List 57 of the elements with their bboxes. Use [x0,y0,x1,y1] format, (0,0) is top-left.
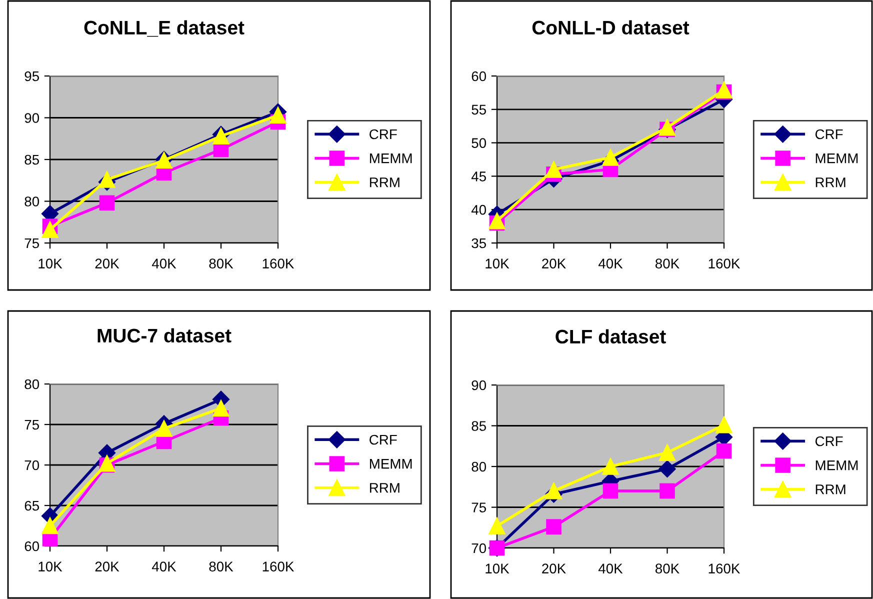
y-tick-label: 75 [24,420,40,430]
y-tick-label: 45 [471,172,486,182]
x-tick-label: 10K [38,258,62,268]
x-tick-label: 20K [542,258,566,268]
y-tick-label: 50 [472,138,486,148]
chart-title: CoNLL_E dataset [84,20,244,37]
x-tick-label: 10K [38,562,62,572]
y-tick-label: 60 [472,71,486,82]
y-tick-label: 95 [24,71,40,82]
x-tick-label: 160K [708,258,740,268]
y-tick-label: 85 [472,421,486,431]
chart-title: CoNLL-D dataset [532,20,690,35]
y-tick-label: 70 [24,460,40,470]
y-tick-label: 65 [24,500,40,511]
x-tick-label: 10K [486,258,510,268]
y-tick-label: 80 [472,462,486,472]
chart-title: CLF dataset [556,329,666,344]
y-tick-label: 40 [471,204,486,215]
legend-label: RRM [370,483,400,493]
y-tick-label: 90 [472,380,486,390]
x-tick-label: 40K [152,258,176,268]
y-tick-label: 90 [24,113,40,123]
x-tick-label: 20K [95,258,120,268]
legend-label: MEMM [816,460,858,470]
x-tick-label: 20K [542,564,566,574]
y-tick-label: 80 [24,379,40,390]
y-tick-label: 55 [472,104,486,115]
x-tick-label: 160K [262,562,294,572]
y-tick-label: 85 [24,154,40,165]
x-tick-label: 40K [598,258,623,268]
legend-label: RRM [816,484,846,494]
legend-label: CRF [815,129,843,140]
y-tick-label: 75 [24,238,40,248]
y-tick-label: 60 [24,541,40,552]
y-tick-label: 80 [24,196,40,206]
y-tick-label: 75 [472,502,486,512]
x-tick-label: 40K [598,564,623,574]
x-tick-label: 160K [262,258,294,268]
x-tick-label: 40K [152,562,176,572]
legend-label: RRM [370,178,400,188]
legend-label: RRM [816,178,846,188]
x-tick-label: 80K [209,562,234,572]
legend-label: MEMM [816,154,858,164]
y-tick-label: 35 [472,238,486,248]
legend-label: MEMM [370,459,412,469]
legend-label: CRF [815,436,843,446]
y-tick-label: 70 [472,543,486,554]
x-tick-label: 80K [209,258,234,268]
x-tick-label: 20K [95,562,120,572]
x-tick-label: 80K [656,564,680,574]
chart-title: MUC-7 dataset [98,328,232,343]
legend-label: CRF [370,434,397,445]
legend-label: CRF [370,129,397,140]
x-tick-label: 160K [708,564,740,574]
x-tick-label: 10K [486,564,510,574]
legend-label: MEMM [370,154,412,164]
x-tick-label: 80K [656,258,680,268]
